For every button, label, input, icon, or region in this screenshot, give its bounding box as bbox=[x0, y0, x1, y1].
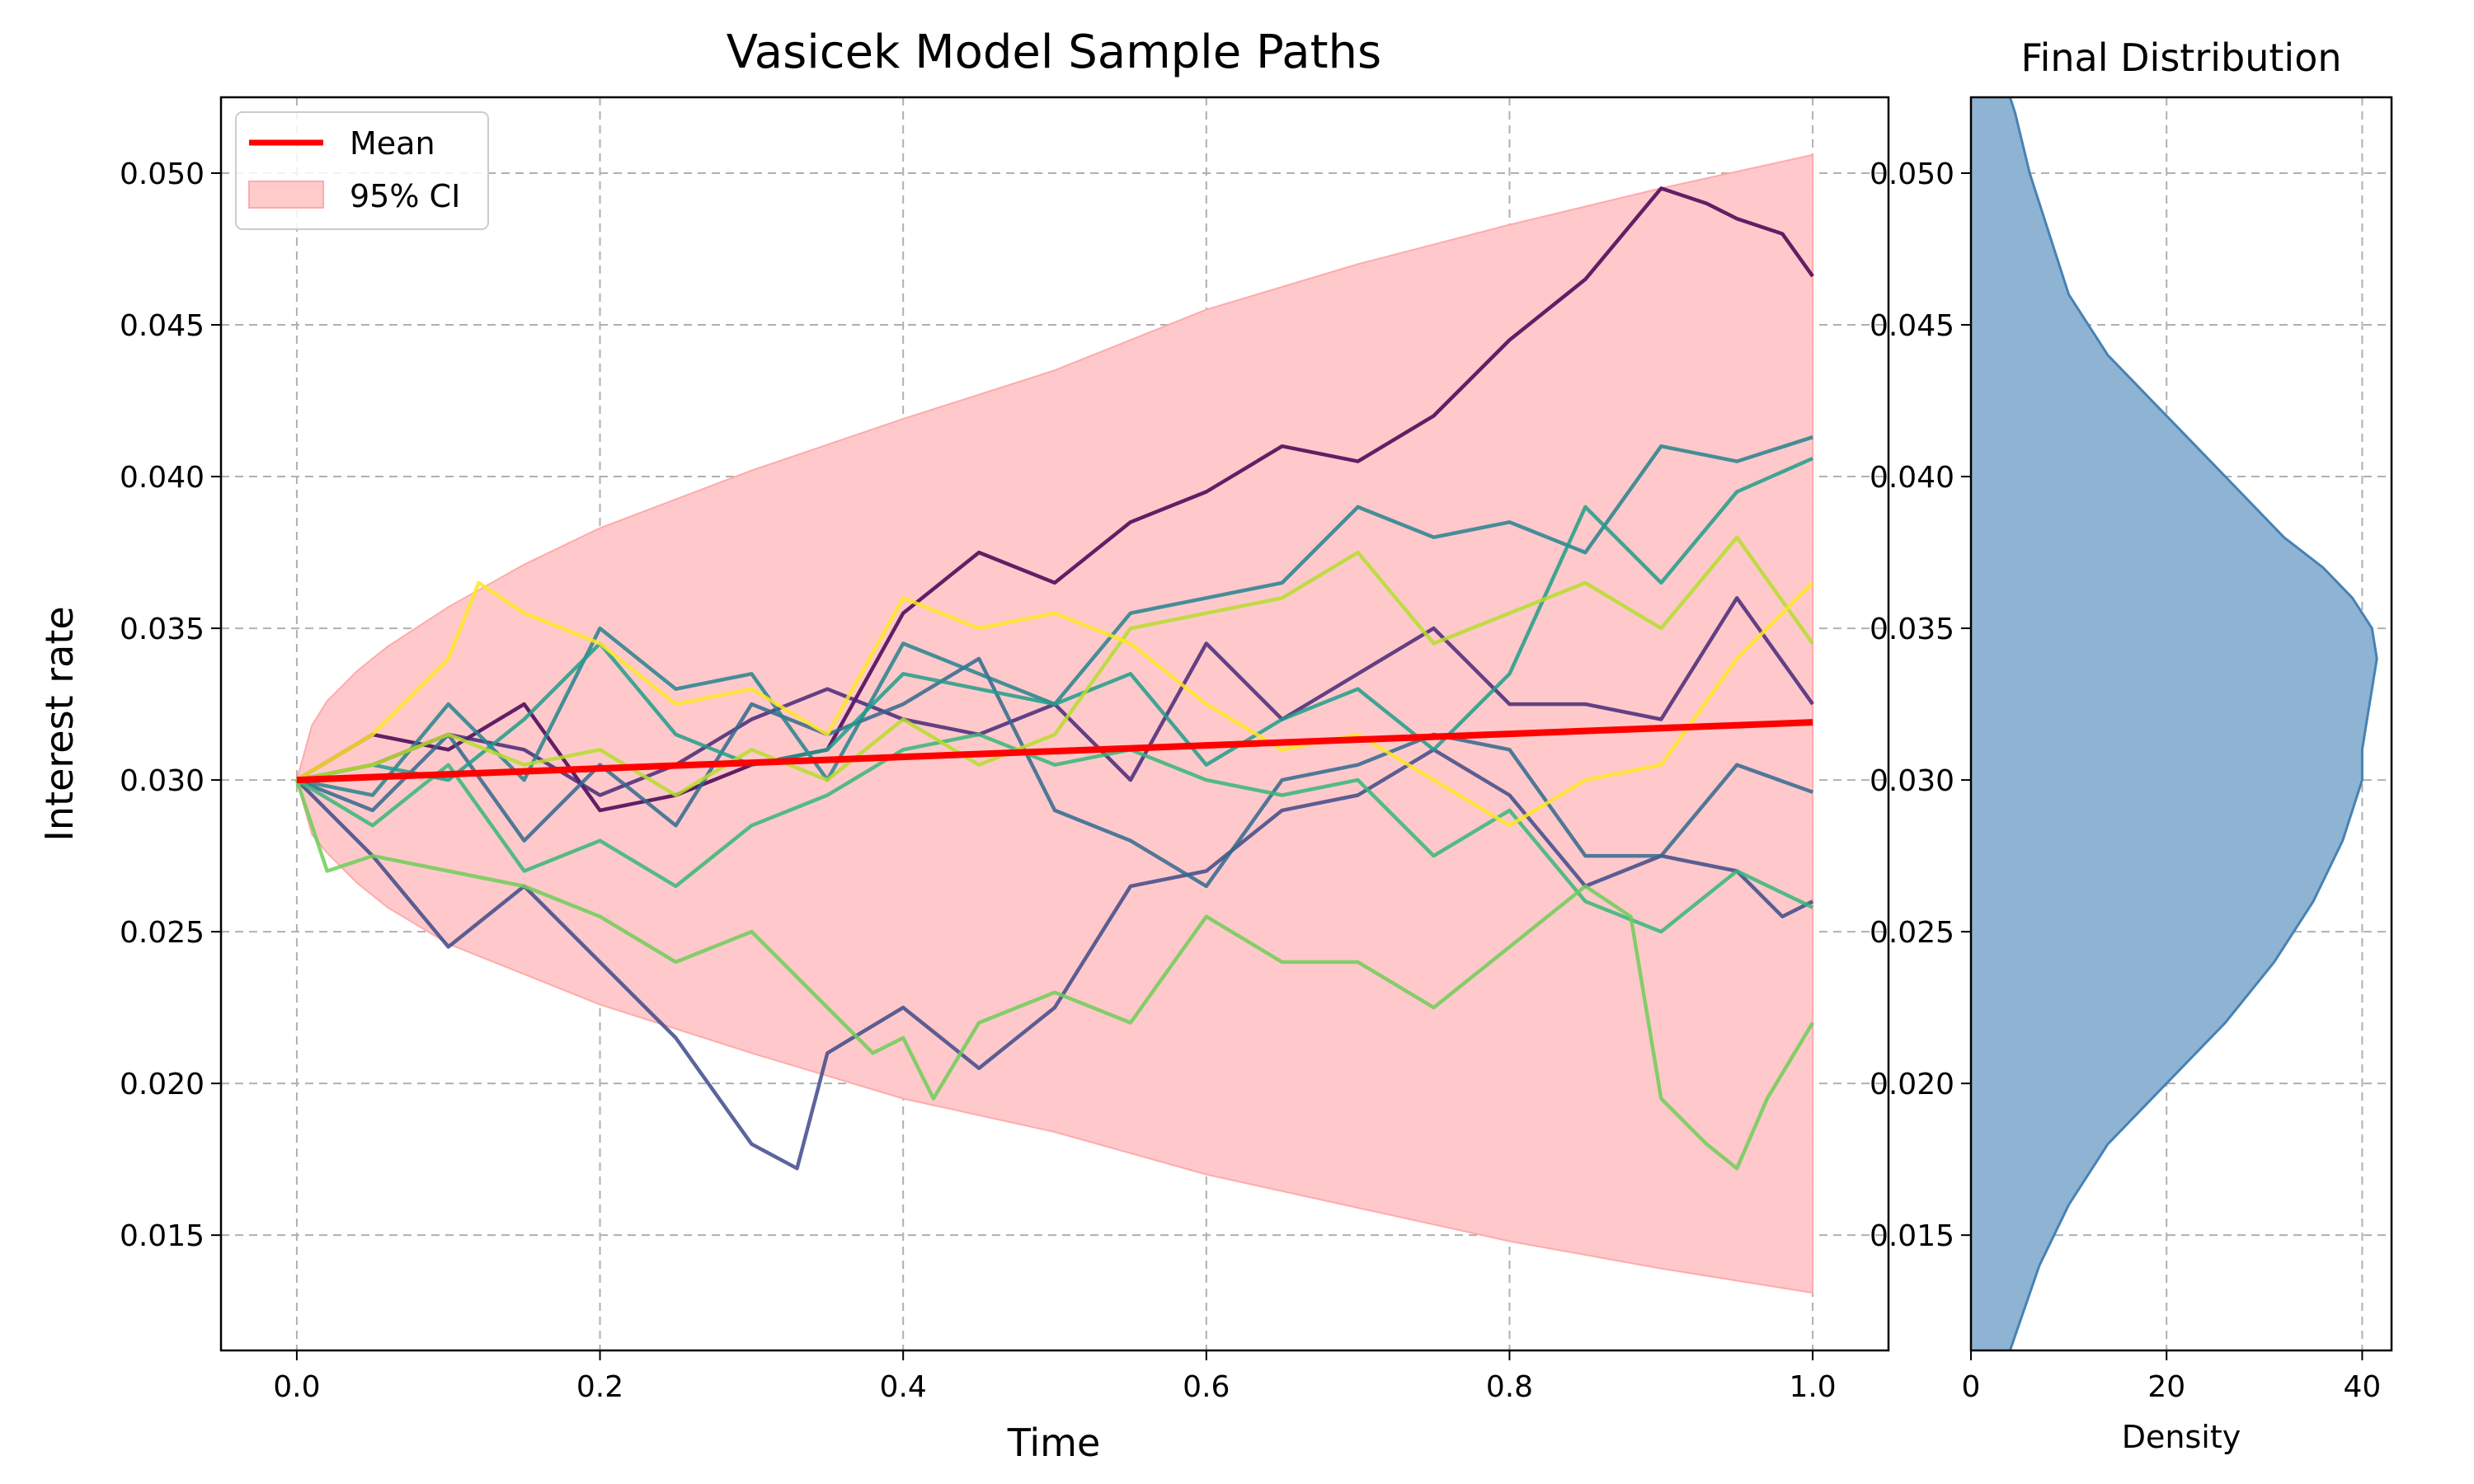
main-x-ticks: 0.0 0.2 0.4 0.6 0.8 1.0 bbox=[273, 1350, 1837, 1404]
main-y-tick-label: 0.025 bbox=[120, 916, 205, 950]
main-x-axis-label: Time bbox=[1007, 1421, 1101, 1465]
density-area-layer bbox=[1971, 96, 2378, 1351]
density-area bbox=[1971, 97, 2378, 1350]
sample-paths-layer bbox=[294, 186, 1815, 1171]
sample-path-4 bbox=[296, 656, 1813, 889]
distribution-x-tick-label: 0 bbox=[1962, 1370, 1981, 1404]
distribution-y-tick-label: 0.030 bbox=[1870, 764, 1954, 798]
distribution-x-tick-label: 40 bbox=[2344, 1370, 2382, 1404]
distribution-plot-frame bbox=[1969, 96, 2393, 1352]
distribution-x-ticks: 0 20 40 bbox=[1962, 1350, 2382, 1404]
main-x-tick-label: 1.0 bbox=[1789, 1370, 1836, 1404]
legend-ci-swatch bbox=[248, 181, 324, 209]
main-chart-title: Vasicek Model Sample Paths bbox=[727, 26, 1381, 79]
distribution-y-tick-label: 0.040 bbox=[1870, 461, 1954, 495]
legend: Mean 95% CI bbox=[235, 111, 489, 230]
distribution-y-tick-label: 0.050 bbox=[1870, 157, 1954, 191]
main-y-tick-label: 0.030 bbox=[120, 764, 205, 798]
main-x-tick-label: 0.2 bbox=[576, 1370, 623, 1404]
main-y-tick-label: 0.045 bbox=[120, 309, 205, 343]
sample-path-1 bbox=[295, 186, 1814, 813]
sample-path-7 bbox=[295, 732, 1814, 934]
distribution-y-tick-label: 0.025 bbox=[1870, 916, 1954, 950]
distribution-y-ticks: 0.015 0.020 0.025 0.030 0.035 0.040 0.045 0.050 bbox=[1870, 157, 1971, 1253]
sample-path-6 bbox=[296, 456, 1814, 782]
distribution-y-tick-label: 0.035 bbox=[1870, 613, 1954, 646]
main-y-tick-label: 0.040 bbox=[120, 461, 205, 495]
main-plot-frame bbox=[219, 96, 1890, 1352]
main-y-tick-label: 0.050 bbox=[120, 157, 205, 191]
main-x-tick-label: 0.6 bbox=[1183, 1370, 1230, 1404]
main-y-axis-label: Interest rate bbox=[37, 606, 82, 841]
distribution-y-tick-label: 0.020 bbox=[1870, 1068, 1954, 1101]
main-y-tick-label: 0.035 bbox=[120, 613, 205, 646]
sample-path-10 bbox=[295, 580, 1814, 828]
main-y-ticks: 0.015 0.020 0.025 0.030 0.035 0.040 0.045 0.050 bbox=[120, 157, 221, 1253]
main-x-tick-label: 0.0 bbox=[273, 1370, 320, 1404]
main-x-tick-label: 0.4 bbox=[880, 1370, 927, 1404]
mean-line bbox=[296, 719, 1813, 784]
main-chart-panel: Vasicek Model Sample Paths 0.0 0.2 0.4 0.6 0… bbox=[37, 26, 1890, 1465]
sample-path-9 bbox=[296, 535, 1814, 797]
distribution-x-tick-label: 20 bbox=[2147, 1370, 2185, 1404]
legend-ci-label: 95% CI bbox=[350, 178, 460, 214]
distribution-y-tick-label: 0.045 bbox=[1870, 309, 1954, 343]
distribution-x-axis-label: Density bbox=[2122, 1419, 2241, 1455]
legend-mean-label: Mean bbox=[350, 125, 435, 162]
mean-line-layer bbox=[296, 719, 1813, 784]
main-y-tick-label: 0.020 bbox=[120, 1068, 205, 1101]
sample-path-8 bbox=[294, 779, 1815, 1171]
distribution-y-tick-label: 0.015 bbox=[1870, 1219, 1954, 1253]
main-x-tick-label: 0.8 bbox=[1486, 1370, 1533, 1404]
distribution-title: Final Distribution bbox=[2020, 35, 2341, 80]
density-curve bbox=[2008, 96, 2378, 1351]
sample-path-3 bbox=[295, 748, 1814, 1171]
distribution-panel: Final Distribution 0 20 40 0.015 0.020 0.025… bbox=[1870, 35, 2393, 1455]
main-y-tick-label: 0.015 bbox=[120, 1219, 205, 1253]
